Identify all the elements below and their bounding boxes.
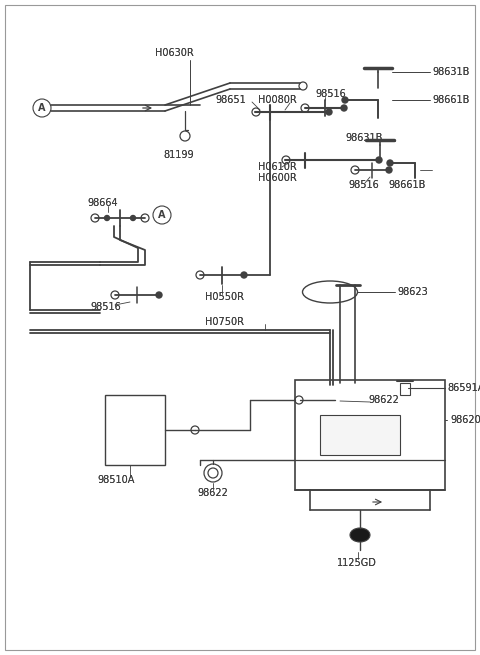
Text: 98516: 98516	[348, 180, 379, 190]
Circle shape	[241, 272, 247, 278]
Text: 98664: 98664	[87, 198, 118, 208]
Text: 86591A: 86591A	[447, 383, 480, 393]
Text: 98622: 98622	[368, 395, 399, 405]
Text: 98516: 98516	[315, 89, 346, 99]
Circle shape	[326, 109, 332, 115]
Text: H0600R: H0600R	[258, 173, 297, 183]
Text: H0550R: H0550R	[205, 292, 244, 302]
Ellipse shape	[350, 528, 370, 542]
Bar	[105, 395, 165, 465]
Text: 98620: 98620	[450, 415, 480, 425]
Text: 1125GD: 1125GD	[337, 558, 377, 568]
Circle shape	[156, 292, 162, 298]
Text: 1125GD: 1125GD	[337, 558, 377, 568]
Text: 98651: 98651	[215, 95, 246, 105]
Text: 98661B: 98661B	[388, 180, 425, 190]
Text: 98661B: 98661B	[388, 180, 425, 190]
Text: H0080R: H0080R	[258, 95, 297, 105]
Text: H0630R: H0630R	[155, 48, 194, 58]
Text: 98516: 98516	[90, 302, 121, 312]
Text: 98661B: 98661B	[432, 95, 469, 105]
Text: 98661B: 98661B	[432, 95, 469, 105]
Circle shape	[342, 97, 348, 103]
Text: 98516: 98516	[348, 180, 379, 190]
Text: 98631B: 98631B	[345, 133, 383, 143]
Text: 98622: 98622	[368, 395, 399, 405]
Text: H0750R: H0750R	[205, 317, 244, 327]
Text: 98623: 98623	[397, 287, 428, 297]
Circle shape	[376, 157, 382, 163]
Bar	[400, 383, 410, 395]
Text: 98516: 98516	[315, 89, 346, 99]
Text: 81199: 81199	[163, 150, 193, 160]
Text: H0630R: H0630R	[155, 48, 194, 58]
Circle shape	[341, 105, 347, 111]
Polygon shape	[295, 380, 445, 490]
Text: 86591A: 86591A	[447, 383, 480, 393]
Text: 98516: 98516	[90, 302, 121, 312]
Text: H0610R: H0610R	[258, 162, 297, 172]
Text: H0550R: H0550R	[205, 292, 244, 302]
Text: H0750R: H0750R	[205, 317, 244, 327]
Text: H0600R: H0600R	[258, 173, 297, 183]
Text: A: A	[158, 210, 166, 220]
Text: 98623: 98623	[397, 287, 428, 297]
Circle shape	[387, 160, 393, 166]
Text: 81199: 81199	[163, 150, 193, 160]
Circle shape	[105, 215, 109, 221]
Text: H0080R: H0080R	[258, 95, 297, 105]
Polygon shape	[320, 415, 400, 455]
Text: 98510A: 98510A	[97, 475, 134, 485]
Text: 98620: 98620	[450, 415, 480, 425]
Text: 98651: 98651	[215, 95, 246, 105]
Text: 98631B: 98631B	[345, 133, 383, 143]
Text: 98631B: 98631B	[432, 67, 469, 77]
Text: 98664: 98664	[87, 198, 118, 208]
Text: 98631B: 98631B	[432, 67, 469, 77]
Text: H0610R: H0610R	[258, 162, 297, 172]
Text: 98510A: 98510A	[97, 475, 134, 485]
Text: A: A	[38, 103, 46, 113]
Text: 98622: 98622	[197, 488, 228, 498]
Text: 98622: 98622	[197, 488, 228, 498]
Circle shape	[131, 215, 135, 221]
Circle shape	[386, 167, 392, 173]
